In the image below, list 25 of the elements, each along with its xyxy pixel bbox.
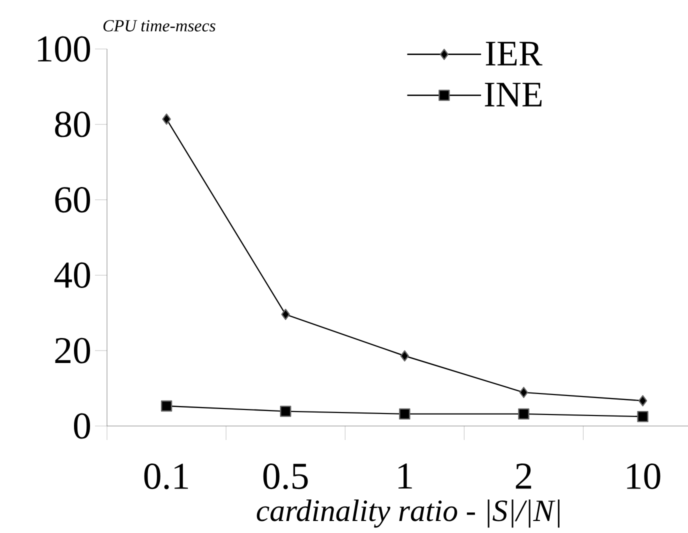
y-axis-title: CPU time-msecs xyxy=(103,20,216,32)
legend-label: IER xyxy=(486,42,542,66)
x-tick-label: 0.5 xyxy=(263,464,308,490)
point xyxy=(280,406,292,417)
legend-label: INE xyxy=(484,82,542,106)
y-tick-label: 40 xyxy=(54,262,90,288)
point xyxy=(399,408,410,420)
x-tick-label: 0.1 xyxy=(144,464,188,490)
point xyxy=(400,350,409,362)
point xyxy=(518,408,530,420)
y-tick-label: 80 xyxy=(55,112,90,138)
x-tick-label: 10 xyxy=(627,464,660,490)
y-tick-label: 60 xyxy=(55,187,90,213)
x-tick-label: 1 xyxy=(398,464,412,489)
x-tick-label: 2 xyxy=(516,464,532,489)
point xyxy=(160,400,172,412)
point xyxy=(162,114,171,125)
point xyxy=(519,386,528,398)
y-tick-label: 20 xyxy=(55,338,90,364)
point xyxy=(638,395,648,406)
y-tick-label: 0 xyxy=(74,413,90,439)
point xyxy=(281,308,290,320)
x-axis-title: cardinality ratio - |S|/|N| xyxy=(256,500,560,528)
point xyxy=(637,410,648,422)
y-tick-label: 100 xyxy=(38,36,90,62)
